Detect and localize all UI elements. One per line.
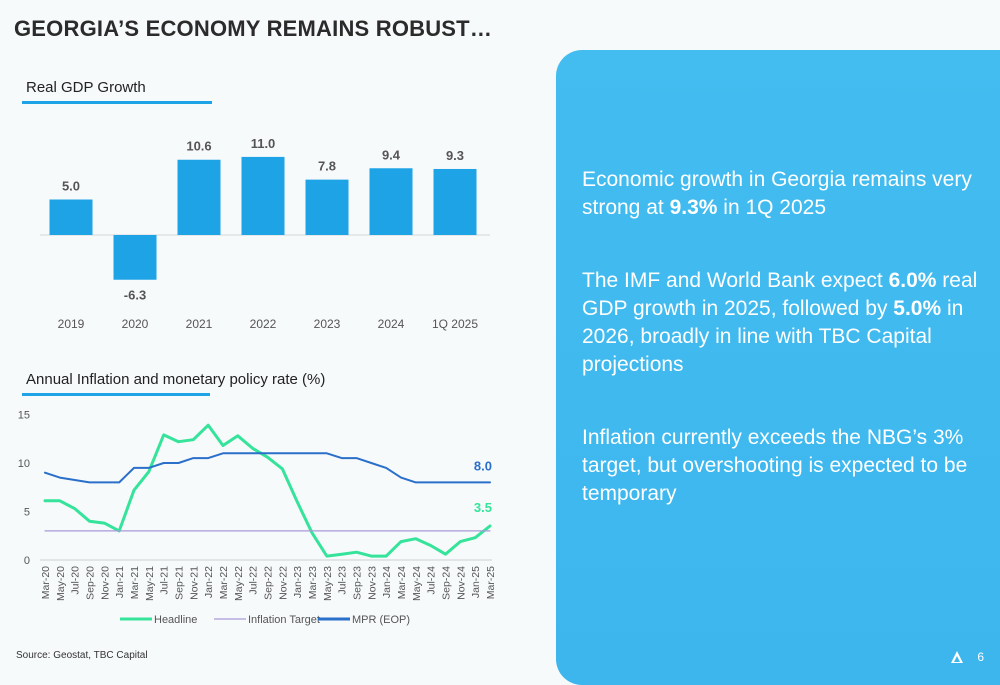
x-tick-label: Sep-22	[263, 566, 275, 600]
legend-label: Headline	[154, 614, 197, 626]
y-tick-label: 10	[18, 458, 30, 470]
x-tick-label: Jul-23	[337, 566, 349, 595]
paragraph-text: in 1Q 2025	[717, 196, 827, 219]
slide-title: GEORGIA’S ECONOMY REMAINS ROBUST…	[14, 16, 493, 41]
x-tick-label: Mar-24	[396, 566, 408, 599]
mpr-end-label: 8.0	[474, 458, 492, 473]
gdp-bar	[241, 156, 285, 235]
x-tick-label: Nov-23	[366, 566, 378, 600]
x-tick-label: Sep-20	[85, 566, 97, 600]
x-tick-label: Sep-21	[174, 566, 186, 600]
x-tick-label: Mar-25	[485, 566, 497, 599]
y-tick-label: 0	[24, 555, 30, 567]
gdp-data-label: 5.0	[62, 179, 80, 194]
x-tick-label: Nov-24	[455, 566, 467, 600]
mpr-line	[44, 452, 491, 484]
x-tick-label: Jul-21	[159, 566, 171, 595]
legend-label: MPR (EOP)	[352, 614, 410, 626]
gdp-x-tick-label: 2024	[378, 317, 405, 331]
headline-end-label: 3.5	[474, 500, 492, 515]
gdp-title-underline	[22, 101, 212, 104]
paragraph-text: Inflation currently exceeds the NBG’s 3%…	[582, 426, 968, 505]
x-tick-label: May-22	[233, 566, 245, 601]
commentary-paragraph-1: Economic growth in Georgia remains very …	[582, 166, 982, 222]
gdp-data-label: 7.8	[318, 159, 336, 174]
x-tick-label: Mar-23	[307, 566, 319, 599]
paragraph-text: Economic growth in Georgia remains very …	[582, 168, 972, 219]
x-tick-label: Nov-21	[188, 566, 200, 600]
gdp-x-tick-label: 2021	[186, 317, 213, 331]
highlight-figure: 9.3%	[669, 196, 718, 219]
x-tick-label: May-21	[144, 566, 156, 601]
x-tick-label: Nov-22	[277, 566, 289, 600]
gdp-data-label: 9.3	[446, 148, 464, 163]
x-tick-label: Jan-21	[114, 566, 126, 598]
x-tick-label: Mar-21	[129, 566, 141, 599]
x-tick-label: Jul-20	[70, 566, 82, 595]
gdp-bar	[369, 168, 413, 235]
gdp-bar	[433, 168, 477, 235]
commentary-paragraph-2: The IMF and World Bank expect 6.0% real …	[582, 267, 982, 379]
x-tick-label: Jan-24	[381, 566, 393, 598]
x-tick-label: May-20	[55, 566, 67, 601]
gdp-data-label: -6.3	[124, 288, 146, 303]
gdp-x-tick-label: 2023	[314, 317, 341, 331]
highlight-figure: 5.0%	[893, 297, 942, 320]
gdp-bar	[305, 179, 349, 235]
x-tick-label: Jul-24	[426, 566, 438, 595]
paragraph-text: real GDP growth in 2025, followed by	[582, 269, 978, 320]
gdp-bar	[113, 235, 157, 280]
x-tick-label: Mar-20	[40, 566, 52, 599]
y-tick-label: 15	[18, 410, 30, 422]
gdp-bar	[177, 159, 221, 235]
y-tick-label: 5	[24, 507, 30, 519]
company-logo-icon	[951, 651, 963, 663]
x-tick-label: Sep-23	[352, 566, 364, 600]
paragraph-text: in 2026, broadly in line with TBC Capita…	[582, 297, 964, 376]
gdp-x-tick-label: 1Q 2025	[432, 317, 478, 331]
highlight-figure: 6.0%	[888, 269, 937, 292]
paragraph-text: The IMF and World Bank expect	[582, 269, 889, 292]
x-tick-label: Mar-22	[218, 566, 230, 599]
legend-label: Inflation Target	[248, 614, 320, 626]
x-tick-label: Jan-22	[203, 566, 215, 598]
headline-line	[43, 423, 492, 558]
page-number: 6	[977, 650, 984, 664]
gdp-x-tick-label: 2022	[250, 317, 277, 331]
x-tick-label: Jan-23	[292, 566, 304, 598]
gdp-data-label: 9.4	[382, 147, 401, 162]
x-tick-label: May-24	[411, 566, 423, 601]
gdp-bar	[49, 199, 93, 235]
x-tick-label: Jan-25	[470, 566, 482, 598]
inflation-section-title: Annual Inflation and monetary policy rat…	[26, 371, 326, 388]
source-note: Source: Geostat, TBC Capital	[16, 650, 148, 661]
commentary-paragraph-3: Inflation currently exceeds the NBG’s 3%…	[582, 424, 982, 508]
x-tick-label: Sep-24	[441, 566, 453, 600]
x-tick-label: May-23	[322, 566, 334, 601]
gdp-data-label: 10.6	[186, 139, 211, 154]
gdp-x-tick-label: 2020	[122, 317, 149, 331]
commentary-panel	[556, 50, 1000, 685]
gdp-x-tick-label: 2019	[58, 317, 85, 331]
x-tick-label: Jul-22	[248, 566, 260, 595]
gdp-bar-chart: 5.0 2019 -6.3 2020 10.6 2021 11.0 2022 7.8 2023 9.…	[40, 136, 490, 331]
gdp-section-title: Real GDP Growth	[26, 79, 146, 96]
gdp-data-label: 11.0	[251, 136, 276, 151]
x-tick-label: Nov-20	[99, 566, 111, 600]
inflation-title-underline	[22, 393, 210, 396]
